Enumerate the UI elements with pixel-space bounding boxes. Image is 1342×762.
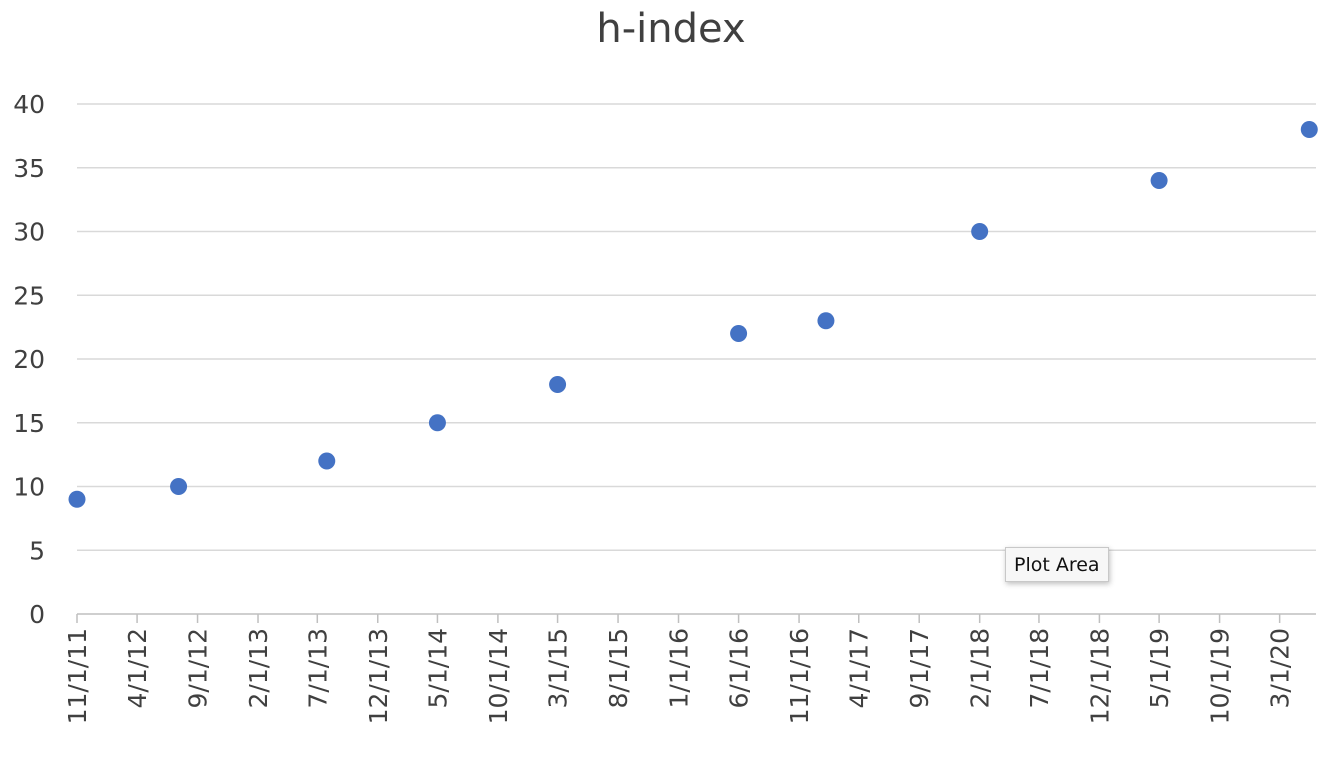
x-tick-label: 2/1/18: [966, 628, 995, 708]
y-tick-label: 25: [13, 281, 45, 310]
x-tick-label: 10/1/14: [484, 628, 513, 724]
x-tick-label: 9/1/12: [184, 628, 213, 708]
y-tick-label: 0: [29, 600, 45, 629]
y-tick-label: 40: [13, 90, 45, 119]
plot-area[interactable]: [68, 121, 1318, 508]
y-axis-ticks: 0 5 10 15 20 25 30 35 40: [13, 90, 45, 629]
data-point[interactable]: [549, 376, 567, 393]
y-tick-label: 10: [13, 473, 45, 502]
x-tick-label: 4/1/17: [845, 628, 874, 708]
x-tick-label: 12/1/13: [364, 628, 393, 724]
data-point[interactable]: [817, 312, 835, 330]
x-tick-label: 11/1/16: [785, 628, 814, 724]
x-tick-label: 9/1/17: [905, 628, 934, 708]
x-tick-label: 5/1/19: [1145, 628, 1174, 708]
y-tick-label: 20: [13, 345, 45, 374]
x-tick-label: 4/1/12: [123, 628, 152, 708]
x-tick-label: 5/1/14: [423, 628, 452, 708]
data-point[interactable]: [1150, 172, 1168, 189]
x-tick-label: 11/1/11: [63, 628, 92, 724]
y-tick-label: 30: [13, 218, 45, 247]
chart-title: h-index: [596, 6, 745, 52]
y-tick-label: 35: [13, 154, 45, 183]
y-tick-label: 15: [13, 409, 45, 438]
data-point[interactable]: [428, 414, 446, 432]
data-point[interactable]: [1300, 121, 1318, 138]
data-point[interactable]: [318, 452, 336, 470]
gridlines: [77, 103, 1316, 551]
data-point[interactable]: [730, 325, 748, 342]
x-tick-label: 6/1/16: [725, 628, 754, 708]
x-tick-label: 3/1/20: [1266, 628, 1295, 708]
x-tick-label: 12/1/18: [1085, 628, 1114, 724]
x-tick-label: 3/1/15: [544, 628, 573, 708]
x-axis: 11/1/11 4/1/12 9/1/12 2/1/13 7/1/13 12/1/13 5/…: [63, 613, 1316, 724]
data-point[interactable]: [68, 490, 86, 508]
x-tick-label: 10/1/19: [1206, 628, 1235, 724]
x-tick-label: 7/1/18: [1025, 628, 1054, 708]
x-tick-label: 2/1/13: [244, 628, 273, 708]
plot-area-tooltip: Plot Area: [1005, 547, 1109, 582]
y-tick-label: 5: [29, 536, 45, 565]
x-tick-label: 8/1/15: [604, 628, 633, 708]
data-point[interactable]: [170, 478, 188, 495]
x-tick-label: 7/1/13: [303, 628, 332, 708]
data-point[interactable]: [971, 223, 989, 240]
x-tick-label: 1/1/16: [665, 628, 694, 708]
